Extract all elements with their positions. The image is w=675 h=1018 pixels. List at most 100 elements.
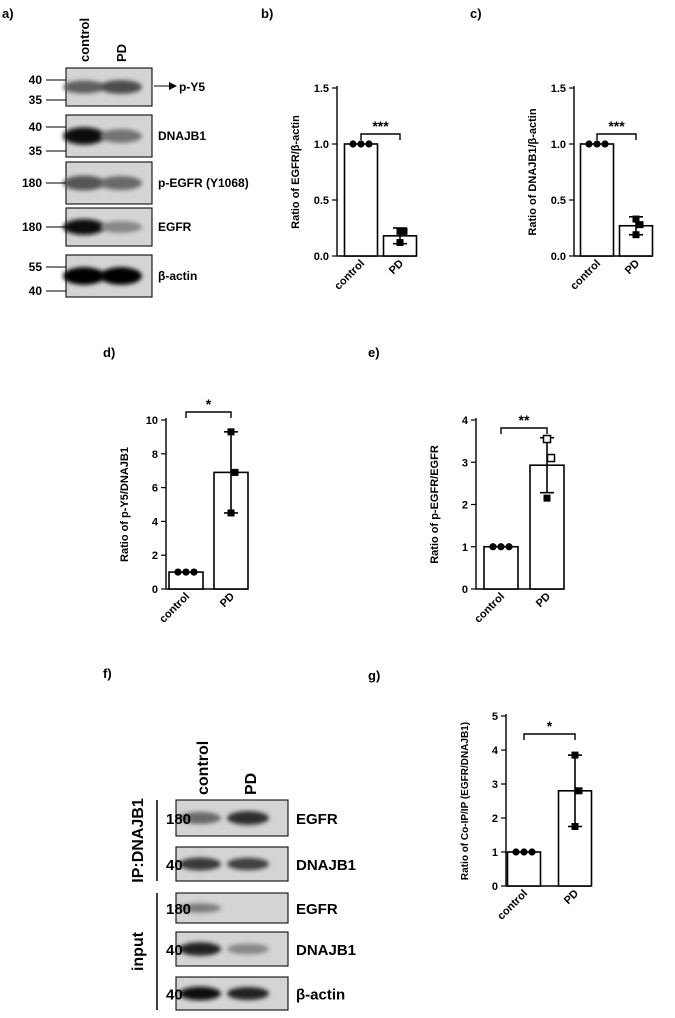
data-point — [542, 434, 552, 444]
y-tick-label: 1.5 — [314, 83, 329, 95]
y-tick-label: 0 — [152, 584, 158, 596]
lane-label: control — [195, 741, 212, 795]
y-axis-label: Ratio of EGFR/β-actin — [290, 115, 302, 229]
data-point — [174, 568, 182, 576]
band-control — [179, 986, 221, 1001]
data-point — [357, 140, 365, 148]
x-tick-label: PD — [218, 591, 237, 610]
y-tick-label: 4 — [492, 745, 499, 757]
data-point — [601, 140, 609, 148]
group-label: input — [130, 931, 147, 971]
mw-marker: 180 — [166, 901, 191, 918]
band-control — [63, 267, 105, 285]
data-point — [543, 494, 551, 502]
panel-label: f) — [103, 666, 112, 681]
data-point — [182, 568, 190, 576]
y-tick-label: 0 — [462, 584, 468, 596]
significance-bracket — [185, 411, 232, 418]
mw-marker: 40 — [166, 987, 183, 1004]
band-pd — [227, 857, 269, 871]
significance-bracket — [523, 733, 576, 740]
y-tick-label: 2 — [152, 550, 158, 562]
band-label: p-Y5 — [179, 80, 205, 94]
band-control — [63, 127, 105, 145]
band-pd — [227, 811, 269, 825]
band-pd — [227, 986, 269, 1001]
band-control — [63, 80, 105, 94]
y-axis-label: Ratio of Co-IP/IP (EGFR/DNAJB1) — [460, 722, 471, 880]
data-point — [585, 140, 593, 148]
band-control — [63, 219, 105, 235]
data-point — [593, 140, 601, 148]
band-pd — [100, 129, 142, 143]
y-tick-label: 0.0 — [314, 251, 329, 263]
data-point — [400, 227, 408, 235]
data-point — [497, 543, 505, 551]
data-point — [520, 848, 528, 856]
mw-marker: 40 — [29, 284, 43, 298]
y-tick-label: 1 — [492, 847, 498, 859]
mw-marker: 180 — [22, 176, 42, 190]
panel-label: a) — [2, 6, 14, 21]
significance-label: * — [206, 396, 212, 412]
mw-marker: 40 — [29, 120, 43, 134]
group-label: IP:DNAJB1 — [130, 798, 147, 883]
x-tick-label: control — [157, 591, 192, 626]
chart: 0 2 4 6 8 10 Ratio of p-Y5/DNAJB1 control PD * — [119, 396, 249, 626]
x-tick-label: PD — [534, 591, 553, 610]
band-control — [179, 811, 221, 825]
band-label: DNAJB1 — [296, 857, 356, 874]
blot-f: control PD EGFR 180 DNAJB1 40 IP:DNAJB1 EGFR 180… — [130, 741, 356, 1011]
data-point — [231, 468, 239, 476]
y-axis-label: Ratio of DNAJB1/β-actin — [527, 108, 539, 235]
significance-label: *** — [372, 118, 389, 134]
band-pd — [227, 943, 269, 955]
mw-marker: 180 — [166, 811, 191, 828]
bar — [506, 851, 542, 887]
y-tick-label: 0.5 — [314, 195, 329, 207]
y-tick-label: 4 — [462, 415, 469, 427]
x-tick-label: PD — [387, 258, 406, 277]
data-point — [190, 568, 198, 576]
data-point — [489, 543, 497, 551]
y-tick-label: 1.0 — [314, 139, 329, 151]
data-point — [571, 751, 579, 759]
significance-bracket — [500, 427, 548, 434]
band-control — [179, 903, 221, 913]
band-label: DNAJB1 — [158, 129, 206, 143]
panel-label: e) — [368, 345, 380, 360]
band-label: EGFR — [296, 811, 338, 828]
y-tick-label: 2 — [462, 500, 468, 512]
chart: 0.0 0.5 1.0 1.5 Ratio of DNAJB1/β-actin contr… — [527, 83, 654, 292]
x-tick-label: PD — [562, 888, 581, 907]
panel-label: c) — [470, 6, 482, 21]
band-label: β-actin — [158, 269, 197, 283]
band-label: p-EGFR (Y1068) — [158, 176, 249, 190]
significance-label: * — [547, 718, 553, 734]
lane-label: PD — [114, 44, 129, 62]
panel-label: g) — [368, 668, 380, 683]
mw-marker: 180 — [22, 220, 42, 234]
significance-label: ** — [519, 412, 530, 428]
y-tick-label: 3 — [492, 779, 498, 791]
lane-label: control — [77, 18, 92, 62]
band-control — [63, 175, 105, 191]
data-point — [396, 239, 404, 247]
bar — [483, 545, 519, 590]
data-point — [349, 140, 357, 148]
y-tick-label: 0.0 — [551, 251, 566, 263]
data-point — [512, 848, 520, 856]
y-tick-label: 1.0 — [551, 139, 566, 151]
data-point — [546, 453, 556, 463]
data-point — [227, 428, 235, 436]
mw-marker: 40 — [166, 942, 183, 959]
significance-bracket — [596, 133, 637, 140]
y-tick-label: 1.5 — [551, 83, 566, 95]
mw-marker: 40 — [166, 857, 183, 874]
band-pd — [100, 175, 142, 191]
data-point — [575, 787, 583, 795]
panel-label: b) — [261, 6, 273, 21]
y-tick-label: 5 — [492, 711, 498, 723]
bar — [579, 143, 615, 257]
lane-label: PD — [243, 773, 260, 795]
